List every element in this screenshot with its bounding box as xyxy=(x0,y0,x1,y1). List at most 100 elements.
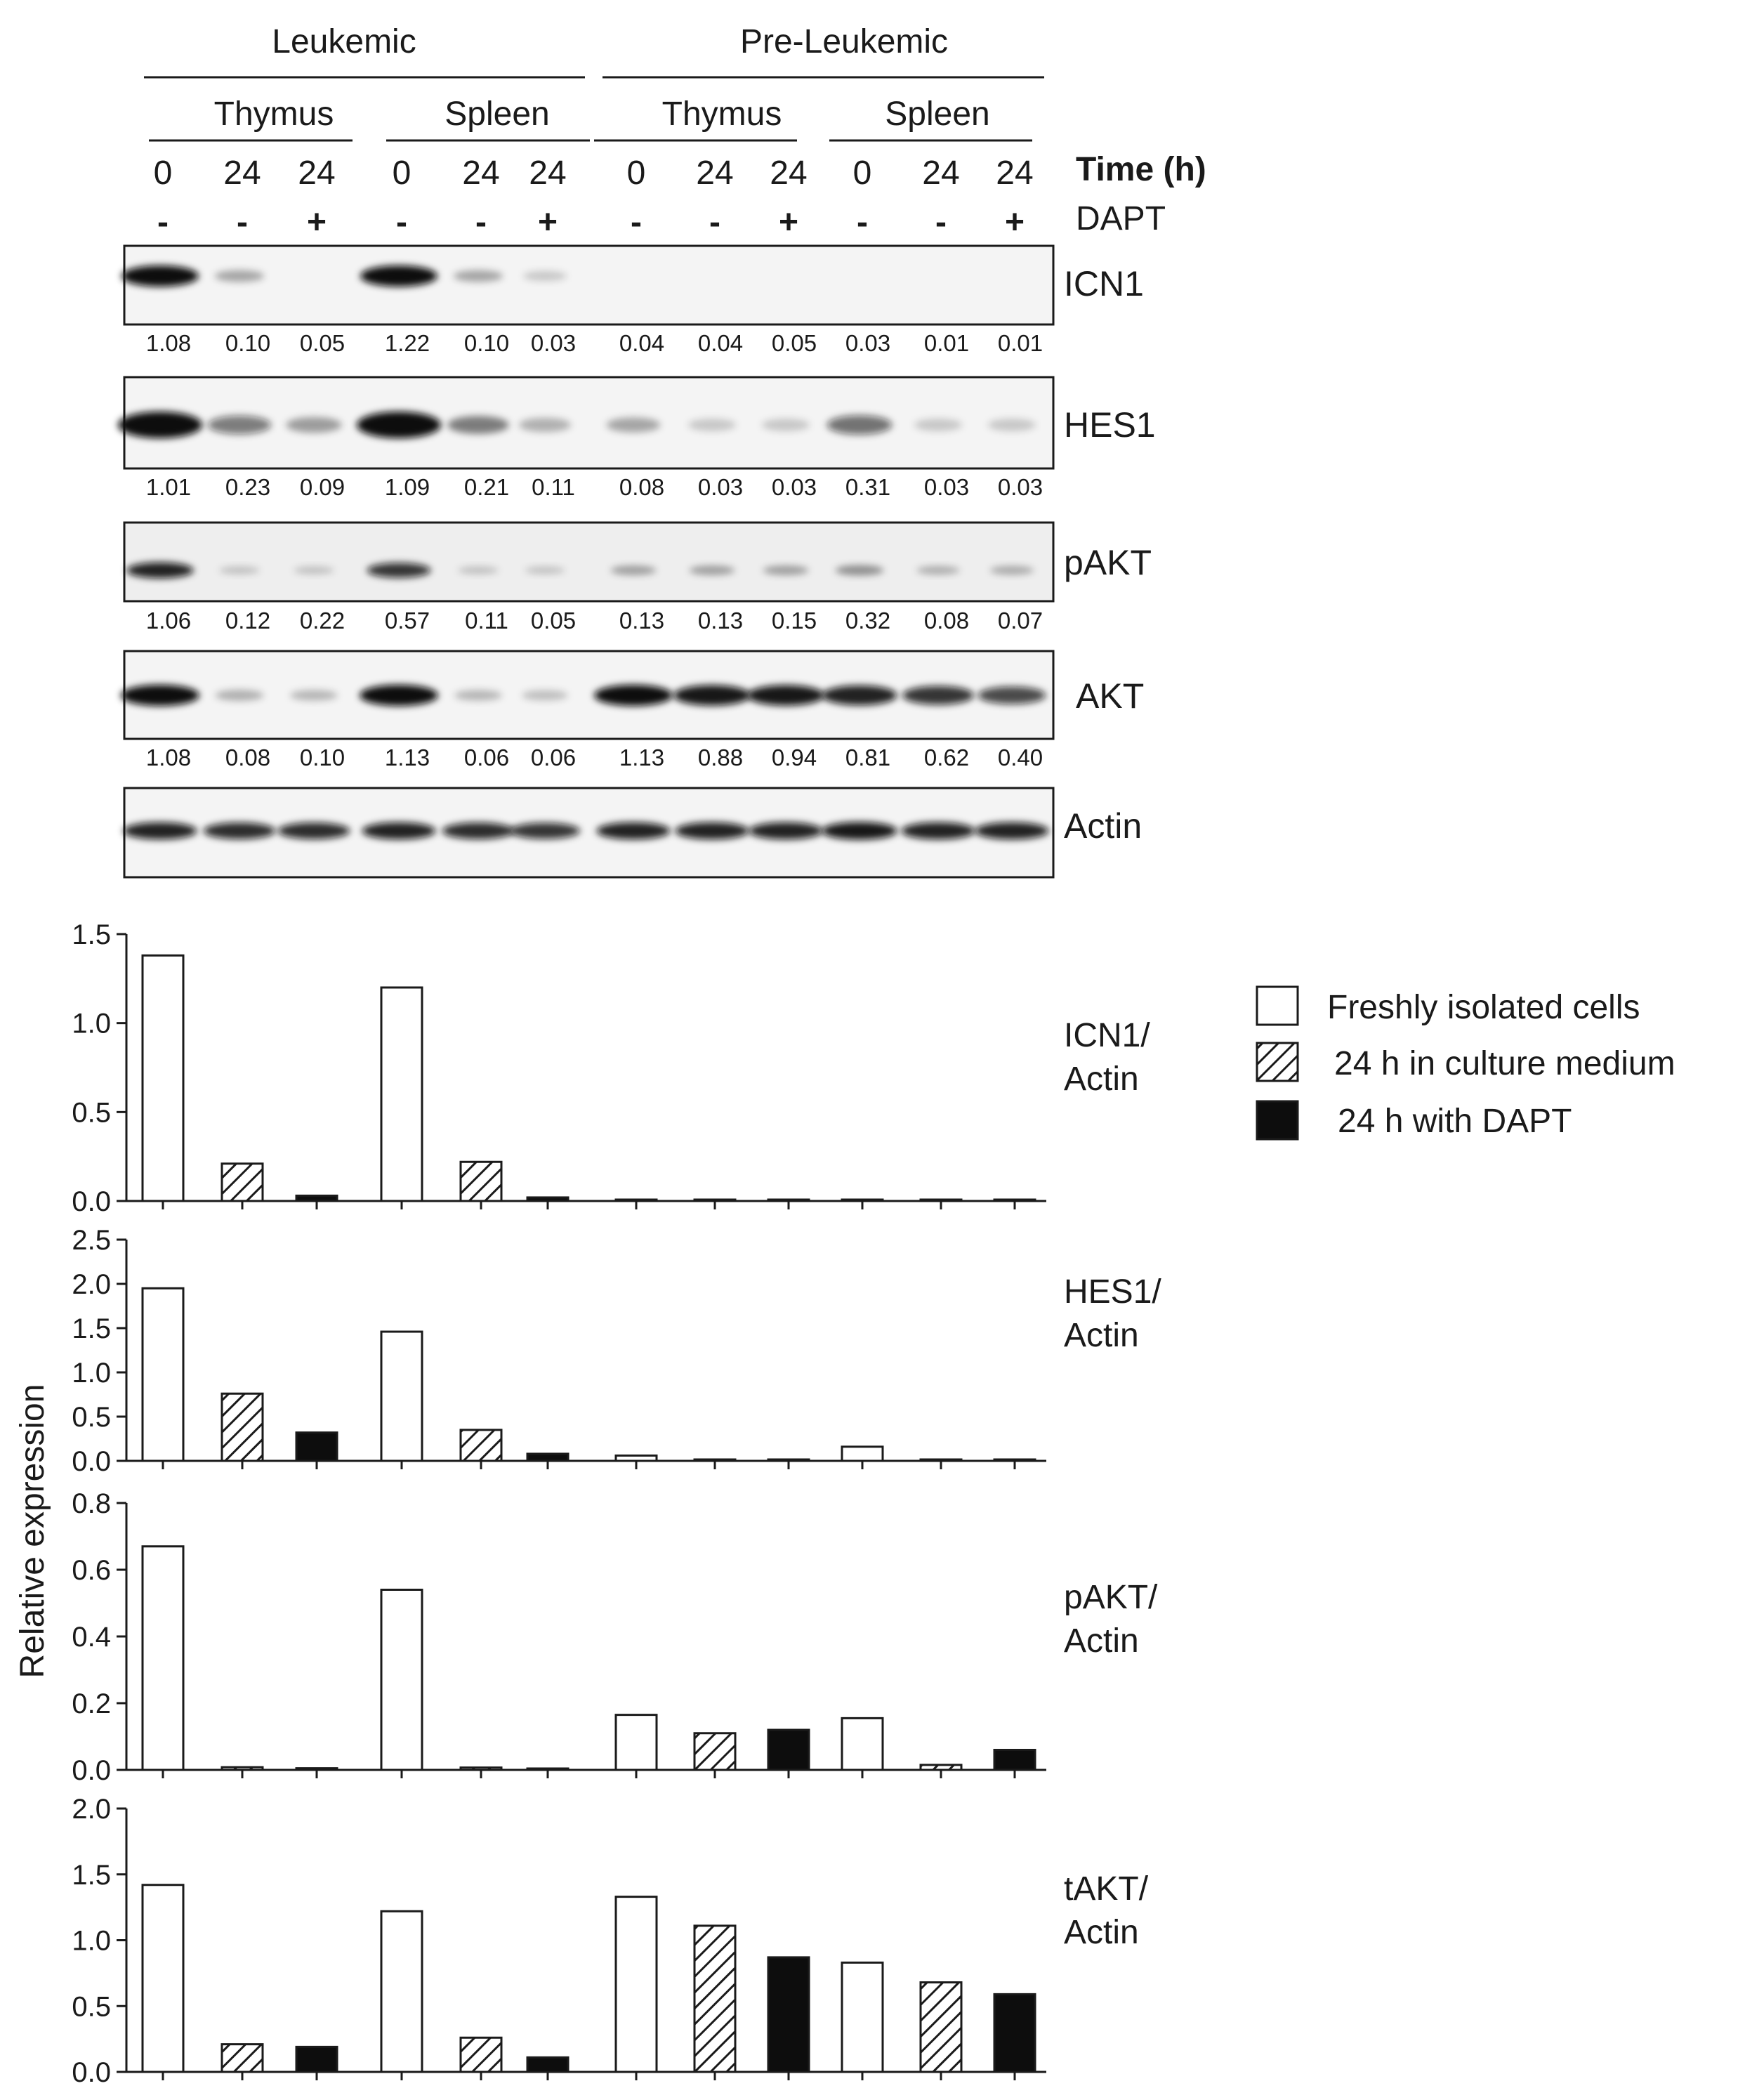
bar xyxy=(614,1896,658,2073)
blot-header: Leukemic Pre-Leukemic Thymus Spleen Thym… xyxy=(144,23,1206,241)
group-label-leukemic: Leukemic xyxy=(272,23,416,60)
blot-band xyxy=(689,565,735,575)
lane-dapt-4: - xyxy=(475,204,487,241)
blot-quant-value: 0.12 xyxy=(225,608,270,634)
blot-band xyxy=(219,566,260,575)
blot-band xyxy=(458,566,499,575)
blot-label-akt: AKT xyxy=(1076,676,1144,716)
blot-quant-value: 1.06 xyxy=(146,608,191,634)
blot-akt: AKT 1.08 0.08 0.10 1.13 0.06 0.06 1.13 0.88 0.94… xyxy=(121,650,1144,770)
blot-bands-actin xyxy=(123,822,1049,840)
blot-band xyxy=(286,416,342,433)
blot-quant-value: 0.15 xyxy=(772,608,817,634)
y-tick-label: 2.0 xyxy=(72,1794,111,1825)
legend-swatch-dapt xyxy=(1256,1100,1299,1141)
blot-quant-value: 0.08 xyxy=(619,474,664,500)
bar xyxy=(380,1330,423,1462)
blot-quant-value: 0.03 xyxy=(772,474,817,500)
blot-band xyxy=(687,419,737,431)
y-tick-label: 1.0 xyxy=(72,1009,111,1039)
chart-takt: 0.0 0.5 1.0 1.5 2.0 tAKT/Actin xyxy=(72,1794,1148,2088)
bar xyxy=(614,1454,658,1462)
y-tick-label: 1.5 xyxy=(72,1313,111,1344)
blot-quant-value: 0.11 xyxy=(465,608,508,634)
lane-time-row: 0 24 24 0 24 24 0 24 24 0 24 24 xyxy=(154,155,1034,192)
blot-quant-value: 0.10 xyxy=(300,744,345,770)
bar xyxy=(614,1198,658,1202)
lane-dapt-7: - xyxy=(709,204,720,241)
blot-quant-value: 0.57 xyxy=(385,608,430,634)
blot-quant-value: 0.03 xyxy=(924,474,969,500)
legend-swatch-culture xyxy=(1256,1042,1299,1082)
legend: Freshly isolated cells 24 h in culture m… xyxy=(1256,985,1675,1141)
blot-band xyxy=(901,822,975,840)
blot-quant-value: 1.01 xyxy=(146,474,191,500)
blot-band xyxy=(442,822,515,839)
blot-quant-value: 0.62 xyxy=(924,744,969,770)
y-tick-label: 1.5 xyxy=(72,1860,111,1891)
western-blots: ICN1 1.08 0.10 0.05 1.22 0.10 0.03 0.04 0.04 0.0… xyxy=(118,244,1156,879)
y-tick-label: 1.0 xyxy=(72,1926,111,1957)
blot-band xyxy=(822,685,897,706)
blot-quant-value: 0.06 xyxy=(531,744,576,770)
group-label-pre-leukemic: Pre-Leukemic xyxy=(740,23,948,60)
blot-quant-value: 0.01 xyxy=(998,330,1043,356)
blot-quant-value: 0.09 xyxy=(300,474,345,500)
lane-dapt-5: + xyxy=(538,204,558,241)
blot-quant-value: 0.81 xyxy=(845,744,890,770)
blot-icn1: ICN1 1.08 0.10 0.05 1.22 0.10 0.03 0.04 0.04 0.0… xyxy=(121,244,1144,356)
y-tick-label: 0.5 xyxy=(72,1097,111,1128)
blot-band xyxy=(761,419,810,431)
blot-label-actin: Actin xyxy=(1064,806,1142,846)
bar xyxy=(693,1458,737,1462)
chart-row-label: Actin xyxy=(1064,1622,1139,1660)
blot-band xyxy=(747,685,824,706)
bar xyxy=(141,1545,185,1771)
bar xyxy=(841,1198,884,1202)
blot-quant-value: 1.22 xyxy=(385,330,430,356)
lane-time-10: 24 xyxy=(922,155,959,192)
blot-band xyxy=(525,566,565,575)
blot-band xyxy=(367,563,431,578)
blot-band xyxy=(121,265,199,287)
blot-label-pakt: pAKT xyxy=(1064,543,1152,582)
bar xyxy=(141,954,185,1202)
lane-dapt-0: - xyxy=(157,204,169,241)
y-tick-label: 0.4 xyxy=(72,1622,111,1653)
y-tick-label: 0.0 xyxy=(72,1755,111,1786)
bar xyxy=(141,1884,185,2073)
blot-quant-value: 0.07 xyxy=(998,608,1043,634)
chart-row-label: ICN1/ xyxy=(1064,1017,1150,1054)
bar xyxy=(459,1160,503,1202)
lane-time-5: 24 xyxy=(529,155,566,192)
blot-band xyxy=(763,565,809,575)
blot-band xyxy=(454,690,502,701)
bar xyxy=(767,1458,810,1462)
y-tick-label: 0.5 xyxy=(72,1402,111,1433)
blot-quant-row-akt: 1.08 0.08 0.10 1.13 0.06 0.06 1.13 0.88 0.94 0.81… xyxy=(146,744,1043,770)
bar xyxy=(295,1431,338,1462)
chart-row-label: pAKT/ xyxy=(1064,1579,1158,1616)
blot-band xyxy=(277,822,350,839)
blot-band xyxy=(294,566,334,575)
blot-quant-value: 0.05 xyxy=(531,608,576,634)
blot-quant-value: 1.09 xyxy=(385,474,430,500)
lane-time-8: 24 xyxy=(770,155,807,192)
blot-band xyxy=(606,417,661,433)
bar xyxy=(767,1956,810,2073)
lane-dapt-8: + xyxy=(779,204,798,241)
y-tick-label: 0.8 xyxy=(72,1488,111,1519)
blot-band xyxy=(673,685,751,706)
blot-band xyxy=(522,270,567,282)
blot-label-hes1: HES1 xyxy=(1064,405,1156,445)
blot-quant-value: 0.13 xyxy=(619,608,664,634)
blot-quant-value: 0.11 xyxy=(532,474,575,500)
y-axis-label: Relative expression xyxy=(14,1384,51,1679)
bar xyxy=(459,1766,503,1771)
bar xyxy=(993,1993,1036,2073)
y-tick-label: 0.2 xyxy=(72,1688,111,1719)
tissue-label-preleukemic-spleen: Spleen xyxy=(885,96,989,133)
lane-time-6: 0 xyxy=(627,155,646,192)
bar-charts: 0.0 0.5 1.0 1.5 ICN1/Actin 0.0 0.5 1.0 1.5 2.0 2.5… xyxy=(72,919,1161,2088)
blot-actin: Actin xyxy=(123,787,1142,879)
